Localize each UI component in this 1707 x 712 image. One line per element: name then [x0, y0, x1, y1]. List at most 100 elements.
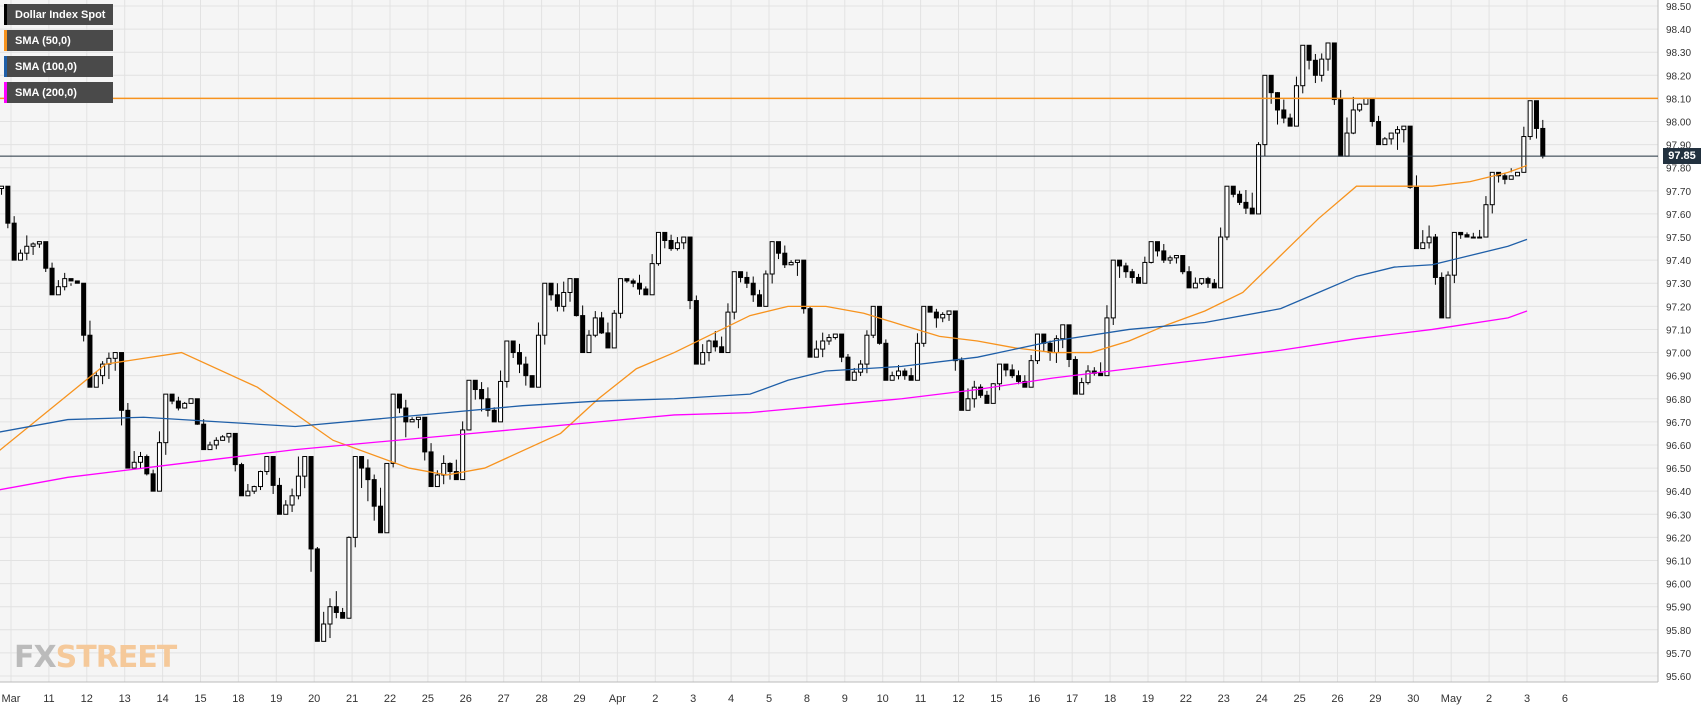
legend-swatch-sma200	[4, 82, 7, 103]
candle-body	[74, 280, 80, 284]
y-tick-label: 96.10	[1666, 556, 1691, 567]
x-tick-label: 5	[766, 693, 772, 705]
candle-body	[744, 276, 750, 284]
candle-body	[978, 386, 984, 396]
y-tick-label: 97.00	[1666, 349, 1691, 360]
candle-body	[434, 474, 440, 488]
candle-body	[984, 394, 990, 404]
x-tick-label: 2	[652, 693, 658, 705]
x-tick-label: 20	[308, 693, 320, 705]
candle-body	[302, 456, 308, 477]
y-tick-label: 95.60	[1666, 672, 1691, 683]
candle-body	[1325, 42, 1331, 60]
candle-body	[447, 462, 453, 473]
candle-body	[55, 286, 61, 296]
candle-body	[1180, 255, 1186, 273]
candle-body	[1249, 207, 1255, 215]
candle-body	[1533, 100, 1539, 129]
y-tick-label: 96.00	[1666, 580, 1691, 591]
candle-body	[1489, 171, 1495, 206]
candle-body	[523, 363, 529, 377]
legend-label: SMA (200,0)	[15, 86, 77, 99]
x-tick-label: 24	[1256, 693, 1268, 705]
candle-body	[1344, 132, 1350, 157]
candle-body	[605, 332, 611, 349]
candle-body	[895, 370, 901, 377]
candle-body	[289, 495, 295, 506]
candle-body	[1350, 109, 1356, 134]
candle-body	[1148, 241, 1154, 263]
x-tick-label: 2	[1486, 693, 1492, 705]
x-tick-label: Apr	[609, 693, 626, 705]
candle-body	[592, 317, 598, 336]
legend-item-sma50[interactable]: SMA (50,0)	[4, 30, 114, 51]
candle-body	[1502, 175, 1508, 180]
candle-body	[150, 473, 156, 492]
candle-body	[93, 375, 99, 388]
candle-body	[1262, 74, 1268, 146]
legend-item-sma200[interactable]: SMA (200,0)	[4, 82, 114, 103]
candle-body	[1003, 363, 1009, 371]
candle-body	[201, 423, 207, 451]
candle-body	[100, 363, 106, 377]
y-tick-label: 96.90	[1666, 372, 1691, 383]
candle-body	[239, 464, 245, 497]
candle-body	[599, 317, 605, 334]
candle-body	[352, 456, 358, 538]
candle-body	[845, 356, 851, 381]
candle-body	[346, 536, 352, 619]
candle-body	[1205, 278, 1211, 284]
candle-body	[959, 360, 965, 411]
candle-body	[295, 475, 301, 497]
candle-body	[36, 241, 42, 245]
candle-body	[1420, 242, 1426, 250]
candle-body	[782, 252, 788, 266]
candle-body	[618, 278, 624, 314]
candle-body	[1395, 129, 1401, 134]
candle-body	[1098, 372, 1104, 377]
candle-body	[49, 267, 55, 296]
candle-body	[232, 432, 238, 466]
candle-body	[1432, 236, 1438, 278]
candle-body	[1079, 382, 1085, 395]
x-tick-label: 4	[728, 693, 734, 705]
candle-body	[1173, 255, 1179, 259]
y-tick-label: 97.20	[1666, 302, 1691, 313]
y-tick-label: 95.90	[1666, 603, 1691, 614]
candle-body	[529, 375, 535, 388]
candle-body	[283, 504, 289, 515]
candle-body	[340, 611, 346, 619]
y-tick-label: 97.60	[1666, 210, 1691, 221]
x-tick-label: 28	[535, 693, 547, 705]
candle-body	[276, 484, 282, 515]
candle-body	[0, 185, 5, 190]
candle-body	[1123, 265, 1129, 273]
fxstreet-logo: FXSTREET	[14, 640, 177, 675]
legend-item-price[interactable]: Dollar Index Spot	[4, 4, 114, 25]
candle-body	[1300, 44, 1306, 87]
y-tick-label: 96.30	[1666, 510, 1691, 521]
y-tick-label: 98.00	[1666, 118, 1691, 129]
candle-body	[1085, 370, 1091, 384]
legend-item-sma100[interactable]: SMA (100,0)	[4, 56, 114, 77]
candle-body	[144, 456, 150, 475]
y-tick-label: 98.10	[1666, 94, 1691, 105]
candle-body	[889, 375, 895, 381]
candle-body	[43, 241, 49, 269]
x-tick-label: 21	[346, 693, 358, 705]
candle-body	[365, 467, 371, 481]
x-tick-label: 9	[842, 693, 848, 705]
candle-body	[554, 294, 560, 307]
candle-body	[1338, 99, 1344, 157]
candle-body	[1388, 132, 1394, 140]
candle-body	[1483, 204, 1489, 238]
candle-body	[712, 340, 718, 348]
x-tick-label: 23	[1218, 693, 1230, 705]
y-tick-label: 97.30	[1666, 279, 1691, 290]
candle-body	[738, 271, 744, 278]
candle-body	[1192, 282, 1198, 289]
candle-body	[908, 375, 914, 381]
x-tick-label: 25	[422, 693, 434, 705]
candle-body	[971, 386, 977, 400]
